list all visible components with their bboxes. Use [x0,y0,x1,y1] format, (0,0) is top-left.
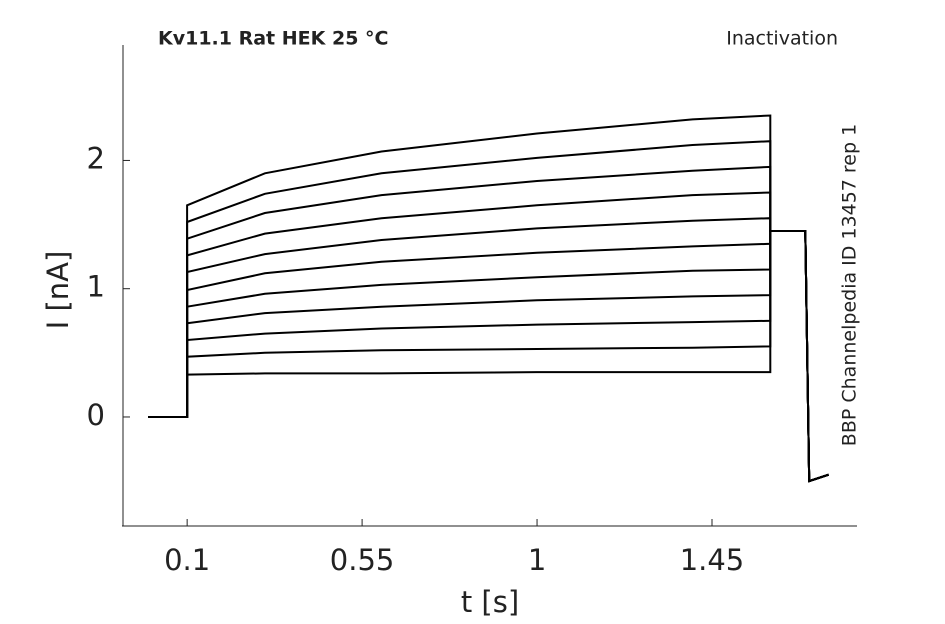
trace [148,165,829,483]
trace [148,230,829,483]
trace [148,114,829,483]
trace [148,230,829,483]
annotation: BBP Channelpedia ID 13457 rep 1 [839,124,861,446]
trace [148,230,829,483]
y-tick-label: 1 [87,270,105,304]
y-axis-label: I [nA] [41,251,75,330]
x-tick-label: 0.55 [330,543,395,577]
trace [148,140,829,483]
trace [148,230,829,483]
trace [148,191,829,483]
y-tick-label: 0 [87,398,105,432]
trace [148,230,829,483]
x-tick-label: 1.45 [680,543,745,577]
y-tick-label: 2 [87,141,105,175]
x-tick-label: 1 [528,543,546,577]
x-axis-label: t [s] [461,585,519,619]
chart-title: Kv11.1 Rat HEK 25 °C [158,28,388,50]
chart-subtitle: Inactivation [726,28,838,50]
x-tick-label: 0.1 [164,543,210,577]
trace [148,230,829,483]
